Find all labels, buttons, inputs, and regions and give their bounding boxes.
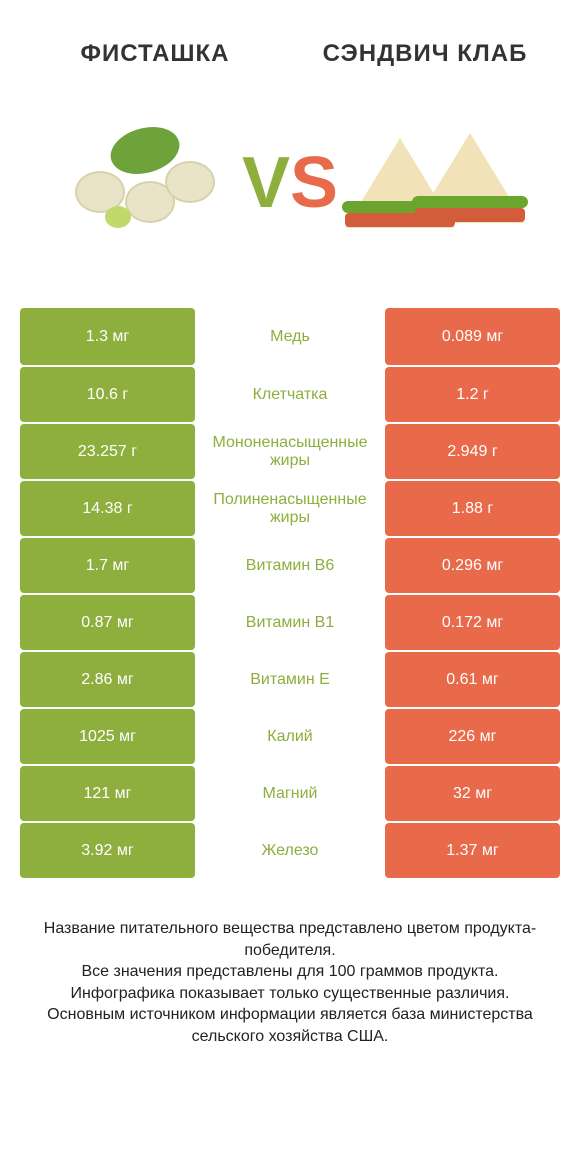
- value-left: 3.92 мг: [20, 823, 195, 878]
- vs-s: S: [290, 143, 338, 223]
- table-row: 1.3 мгМедь0.089 мг: [20, 308, 560, 365]
- value-left: 14.38 г: [20, 481, 195, 536]
- nutrient-label: Калий: [195, 709, 385, 764]
- table-row: 1.7 мгВитамин B60.296 мг: [20, 536, 560, 593]
- nutrient-label: Медь: [195, 308, 385, 365]
- value-left: 10.6 г: [20, 367, 195, 422]
- title-bar: ФИСТАШКА СЭНДВИЧ КЛАБ: [0, 0, 580, 88]
- title-left: ФИСТАШКА: [20, 40, 290, 68]
- sandwich-icon: [340, 118, 530, 248]
- footer-line: Инфографика показывает только существенн…: [10, 983, 570, 1005]
- table-row: 3.92 мгЖелезо1.37 мг: [20, 821, 560, 878]
- table-row: 121 мгМагний32 мг: [20, 764, 560, 821]
- footer: Название питательного вещества представл…: [10, 918, 570, 1048]
- nutrient-label: Витамин B1: [195, 595, 385, 650]
- nutrient-label: Магний: [195, 766, 385, 821]
- nutrient-label: Полиненасыщенные жиры: [195, 481, 385, 536]
- hero: VS: [0, 88, 580, 278]
- footer-line: Основным источником информации является …: [10, 1004, 570, 1047]
- table-row: 10.6 гКлетчатка1.2 г: [20, 365, 560, 422]
- value-left: 1.3 мг: [20, 308, 195, 365]
- value-left: 121 мг: [20, 766, 195, 821]
- value-right: 1.37 мг: [385, 823, 560, 878]
- table-row: 14.38 гПолиненасыщенные жиры1.88 г: [20, 479, 560, 536]
- vs-label: VS: [242, 142, 338, 224]
- value-left: 1.7 мг: [20, 538, 195, 593]
- nutrient-label: Витамин B6: [195, 538, 385, 593]
- nutrient-label: Витамин E: [195, 652, 385, 707]
- value-right: 1.2 г: [385, 367, 560, 422]
- value-left: 0.87 мг: [20, 595, 195, 650]
- nutrient-label: Клетчатка: [195, 367, 385, 422]
- table-row: 1025 мгКалий226 мг: [20, 707, 560, 764]
- footer-line: Название питательного вещества представл…: [10, 918, 570, 961]
- value-right: 0.61 мг: [385, 652, 560, 707]
- value-left: 23.257 г: [20, 424, 195, 479]
- pistachio-icon: [55, 123, 235, 243]
- value-right: 0.296 мг: [385, 538, 560, 593]
- nutrient-table: 1.3 мгМедь0.089 мг10.6 гКлетчатка1.2 г23…: [20, 308, 560, 878]
- value-right: 0.089 мг: [385, 308, 560, 365]
- vs-v: V: [242, 143, 290, 223]
- value-left: 1025 мг: [20, 709, 195, 764]
- table-row: 2.86 мгВитамин E0.61 мг: [20, 650, 560, 707]
- value-right: 32 мг: [385, 766, 560, 821]
- table-row: 0.87 мгВитамин B10.172 мг: [20, 593, 560, 650]
- value-right: 1.88 г: [385, 481, 560, 536]
- title-right: СЭНДВИЧ КЛАБ: [290, 40, 560, 68]
- value-left: 2.86 мг: [20, 652, 195, 707]
- table-row: 23.257 гМононенасыщенные жиры2.949 г: [20, 422, 560, 479]
- value-right: 2.949 г: [385, 424, 560, 479]
- nutrient-label: Мононенасыщенные жиры: [195, 424, 385, 479]
- nutrient-label: Железо: [195, 823, 385, 878]
- value-right: 0.172 мг: [385, 595, 560, 650]
- footer-line: Все значения представлены для 100 граммо…: [10, 961, 570, 983]
- value-right: 226 мг: [385, 709, 560, 764]
